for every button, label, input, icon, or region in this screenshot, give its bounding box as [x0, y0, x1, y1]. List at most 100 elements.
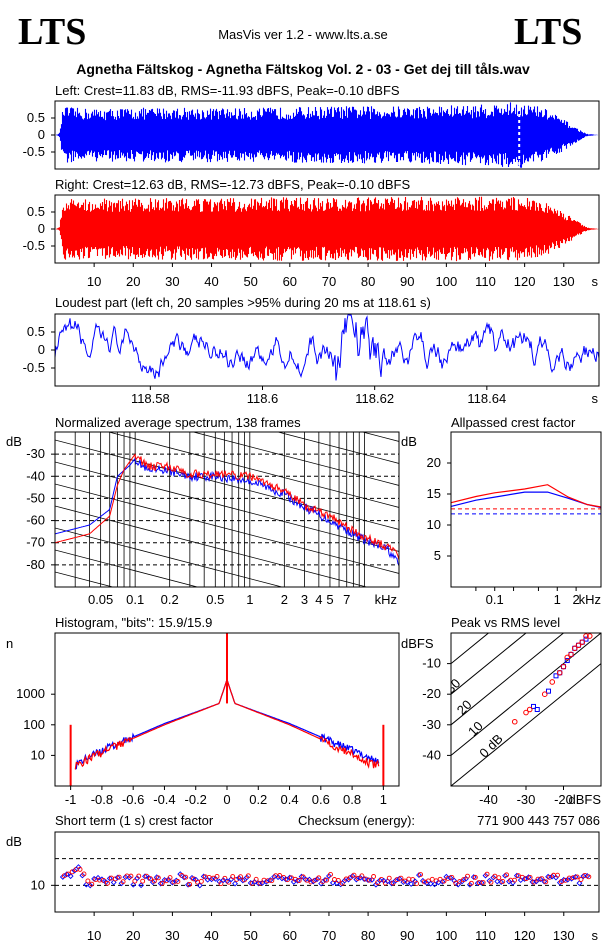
right-waveform-xunit: s	[592, 274, 599, 289]
short-term-point-right	[128, 873, 134, 879]
short-term-point-right	[531, 879, 537, 885]
peak-rms-point	[549, 679, 556, 685]
short-term-xtick-label: 120	[514, 928, 536, 943]
spectrum-ytick-label: -40	[26, 468, 45, 483]
short-term-point-left	[502, 872, 509, 879]
crest-frame	[450, 431, 602, 588]
spectrum-xtick-label: 0.1	[126, 592, 144, 607]
spectrum-xtick-label: 3	[301, 592, 308, 607]
loudest-part-xtick-label: 118.58	[131, 391, 170, 406]
short-term-point-left	[200, 873, 207, 880]
short-term-point-right	[81, 871, 87, 877]
spectrum-title: Normalized average spectrum, 138 frames	[55, 415, 301, 430]
short-term-point-left	[59, 874, 66, 880]
peak-rms-ytick-label: -20	[422, 686, 441, 701]
short-term-xtick-label: 90	[400, 928, 414, 943]
short-term-point-right	[269, 878, 275, 884]
right-waveform-ytick-label: 0	[38, 221, 45, 236]
short-term-point-right	[488, 879, 494, 885]
short-term-point-right	[527, 875, 533, 880]
short-term-point-left	[286, 874, 293, 881]
short-term-point-left	[400, 879, 407, 886]
peak-rms-ylabel: dBFS	[401, 636, 434, 651]
left-waveform-signal	[55, 102, 600, 168]
left-waveform-ytick-label: 0.5	[27, 110, 45, 125]
short-term-xtick-label: 100	[436, 928, 458, 943]
short-term-point-left	[521, 876, 528, 882]
peak-rms-point	[523, 709, 529, 716]
right-waveform-xtick-label: 40	[204, 274, 218, 289]
short-term-point-right	[238, 874, 243, 880]
short-term-xtick-label: 40	[204, 928, 218, 943]
histogram-xtick-label: -0.6	[122, 792, 144, 807]
short-term-point-right	[351, 872, 357, 878]
peak-rms-diagonal	[451, 633, 601, 757]
peak-rms-xunit: dBFS	[568, 792, 601, 807]
short-term-point-left	[447, 874, 454, 881]
histogram-xtick-label: -1	[65, 792, 77, 807]
right-waveform-xtick-label: 110	[475, 274, 496, 289]
short-term-point-left	[122, 874, 129, 881]
right-waveform-ytick-label: -0.5	[23, 238, 45, 253]
short-term-point-left	[349, 873, 356, 880]
lts-logo-left: LTS	[18, 11, 86, 53]
short-term-point-left	[263, 878, 270, 885]
short-term-point-left	[243, 874, 250, 881]
short-term-point-right	[148, 876, 153, 882]
right-waveform-ytick-label: 0.5	[27, 204, 45, 219]
short-term-point-right	[331, 877, 337, 882]
short-term-point-right	[296, 878, 302, 883]
short-term-point-right	[304, 877, 310, 883]
short-term-point-left	[423, 880, 430, 886]
short-term-point-left	[130, 881, 137, 888]
right-waveform-xtick-label: 20	[126, 274, 140, 289]
short-term-xtick-label: 80	[361, 928, 375, 943]
peak-rms-point	[575, 642, 582, 649]
peak-rms-xtick-label: -40	[479, 792, 498, 807]
short-term-point-right	[328, 871, 333, 877]
loudest-part-ytick-label: 0.5	[27, 324, 45, 339]
spectrum-ytick-label: -60	[26, 513, 45, 528]
short-term-point-right	[308, 879, 314, 885]
short-term-point-left	[478, 879, 485, 886]
short-term-point-left	[142, 873, 148, 880]
short-term-point-left	[431, 881, 438, 888]
spectrum-slope-line	[55, 527, 284, 587]
histogram-xtick-label: -0.4	[153, 792, 175, 807]
short-term-point-left	[149, 879, 156, 886]
peak-rms-diagonal-label: 30	[443, 675, 464, 696]
short-term-point-left	[357, 874, 364, 881]
short-term-point-left	[157, 880, 164, 887]
short-term-point-left	[318, 880, 325, 887]
short-term-point-left	[506, 878, 512, 885]
short-term-point-left	[388, 880, 395, 887]
right-waveform-xtick-label: 80	[361, 274, 375, 289]
short-term-point-right	[175, 878, 181, 884]
short-term-point-left	[322, 877, 328, 883]
spectrum-xtick-label: 0.2	[161, 592, 179, 607]
right-waveform-xtick-label: 70	[322, 274, 336, 289]
short-term-point-right	[359, 873, 365, 879]
short-term-point-left	[541, 878, 548, 885]
short-term-point-right	[324, 877, 330, 883]
short-term-point-left	[466, 881, 473, 888]
loudest-part-ytick-label: -0.5	[23, 360, 45, 375]
right-waveform-xtick-label: 100	[436, 274, 458, 289]
short-term-point-right	[226, 879, 232, 885]
short-term-point-left	[392, 877, 399, 884]
left-waveform-ytick-label: 0	[38, 127, 45, 142]
short-term-xtick-label: 10	[87, 928, 101, 943]
peak-rms-point	[526, 706, 533, 713]
short-term-point-right	[402, 878, 408, 884]
short-term-point-left	[576, 880, 583, 887]
short-term-point-right	[116, 874, 122, 880]
short-term-point-right	[586, 874, 592, 880]
histogram-ytick-label: 100	[23, 717, 45, 732]
histogram-ytick-label: 10	[31, 747, 45, 762]
short-term-point-left	[79, 872, 86, 879]
short-term-point-left	[337, 881, 344, 888]
peak-rms-point	[546, 688, 551, 694]
spectrum-slope-line	[55, 505, 369, 587]
short-term-point-right	[187, 881, 193, 887]
